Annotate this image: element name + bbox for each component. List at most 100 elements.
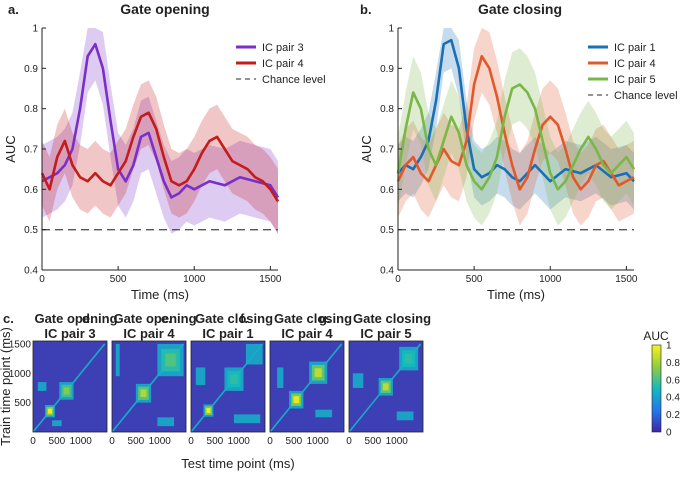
heatmap-diagonal (269, 343, 343, 433)
legend-label: IC pair 1 (614, 42, 656, 54)
heatmap-cluster-peak (293, 396, 300, 404)
x-tick-label: 500 (128, 436, 145, 447)
legend-label: IC pair 5 (614, 74, 656, 86)
y-tick-label: 0.8 (24, 104, 38, 115)
x-tick-label: 1000 (228, 436, 251, 447)
y-tick-label: 0.8 (380, 104, 394, 115)
heatmap-cluster (37, 382, 47, 391)
panel-label: g. (319, 311, 331, 326)
series-line (41, 42, 280, 199)
confidence-band (42, 80, 278, 234)
x-tick-label: 1500 (259, 274, 282, 285)
heatmap-subtitle: IC pair 1 (202, 326, 253, 341)
heatmap-title: Gate opening (34, 311, 117, 326)
colorbar-tick-label: 0.2 (666, 410, 680, 421)
heatmap-subtitle: IC pair 4 (123, 326, 175, 341)
colorbar-tick-label: 0.8 (666, 358, 680, 369)
y-tick-label: 1 (32, 24, 38, 35)
x-tick-label: 0 (30, 436, 36, 447)
y-tick-label: 0.7 (24, 145, 38, 156)
colorbar-tick-label: 1 (666, 341, 672, 352)
x-tick-label: 0 (346, 436, 352, 447)
x-axis-label: Test time point (ms) (181, 456, 294, 471)
heatmap-cluster-peak (140, 389, 147, 398)
heatmap-cluster-peak (206, 408, 211, 414)
x-tick-label: 1000 (307, 436, 330, 447)
heatmap-cluster (396, 411, 414, 421)
heatmap-cluster (157, 417, 175, 427)
colorbar-scale (651, 344, 662, 433)
x-tick-label: 1000 (386, 436, 409, 447)
chart-title: Gate opening (120, 1, 209, 17)
y-tick-label: 0.9 (24, 64, 38, 75)
x-tick-label: 1000 (149, 436, 172, 447)
x-tick-label: 500 (365, 436, 382, 447)
heatmap-cluster (245, 343, 263, 365)
heatmap-cluster (315, 409, 333, 418)
x-tick-label: 0 (267, 436, 273, 447)
x-tick-label: 0 (395, 274, 401, 285)
y-tick-label: 0.5 (380, 225, 394, 236)
x-tick-label: 1000 (539, 274, 562, 285)
y-tick-label: 1 (388, 24, 394, 35)
heatmap-cluster-peak (382, 383, 389, 391)
heatmap-cluster (233, 414, 261, 424)
x-tick-label: 500 (110, 274, 127, 285)
heatmap-cluster (352, 373, 364, 388)
x-axis-label: Time (ms) (131, 287, 189, 302)
y-tick-label: 0.7 (380, 145, 394, 156)
heatmap-title: Gate closing (195, 311, 273, 326)
x-tick-label: 1500 (615, 274, 638, 285)
y-tick-label: 0.6 (24, 185, 38, 196)
y-tick-label: 0.5 (24, 225, 38, 236)
x-tick-label: 500 (49, 436, 66, 447)
heatmap-frame (269, 340, 345, 433)
heatmap-cluster (52, 420, 62, 427)
heatmap-subtitle: IC pair 3 (44, 326, 95, 341)
heatmap-title: Gate closing (353, 311, 431, 326)
heatmap-cluster-peak (63, 387, 70, 395)
series-line (40, 111, 280, 203)
x-tick-label: 0 (39, 274, 45, 285)
y-axis-label: Train time point (ms) (0, 327, 13, 446)
x-tick-label: 0 (188, 436, 194, 447)
line-panel-1: b. Gate closing 0 500 1000 1500 0.4 0.5 0.6 0.7 0.… (359, 1, 678, 302)
panel-label: e. (161, 311, 172, 326)
x-tick-label: 500 (207, 436, 224, 447)
heatmap-cluster-peak (314, 368, 322, 378)
colorbar-title: AUC (643, 329, 669, 343)
y-axis-label: AUC (3, 135, 18, 162)
legend-label: Chance level (262, 74, 326, 86)
y-tick-label: 500 (14, 398, 31, 409)
heatmap-frame (190, 340, 266, 433)
x-tick-label: 0 (109, 436, 115, 447)
confidence-band (42, 28, 278, 234)
y-tick-label: 0.6 (380, 185, 394, 196)
colorbar-tick-label: 0 (666, 428, 672, 439)
heatmap-title: Gate opening (113, 311, 196, 326)
x-axis-label: Time (ms) (487, 287, 545, 302)
y-tick-label: 0.9 (380, 64, 394, 75)
panel-label: d. (82, 311, 94, 326)
heatmap-subtitle: IC pair 4 (281, 326, 333, 341)
heatmap-frame (32, 340, 108, 433)
legend: IC pair 1 IC pair 4 IC pair 5 Chance level (588, 42, 678, 102)
panel-label: c. (3, 311, 14, 326)
chart-title: Gate closing (478, 1, 562, 17)
series-line (396, 83, 636, 191)
y-tick-label: 1500 (9, 339, 32, 350)
x-tick-label: 1000 (183, 274, 206, 285)
colorbar-tick-label: 0.4 (666, 393, 680, 404)
heatmap-cluster (195, 367, 206, 386)
heatmap-cluster (277, 367, 284, 388)
colorbar: AUC 0 0.2 0.4 0.6 0.8 1 (643, 329, 680, 439)
y-axis-label: AUC (359, 135, 374, 162)
heatmap-frame (348, 340, 424, 433)
confidence-band (398, 28, 634, 226)
